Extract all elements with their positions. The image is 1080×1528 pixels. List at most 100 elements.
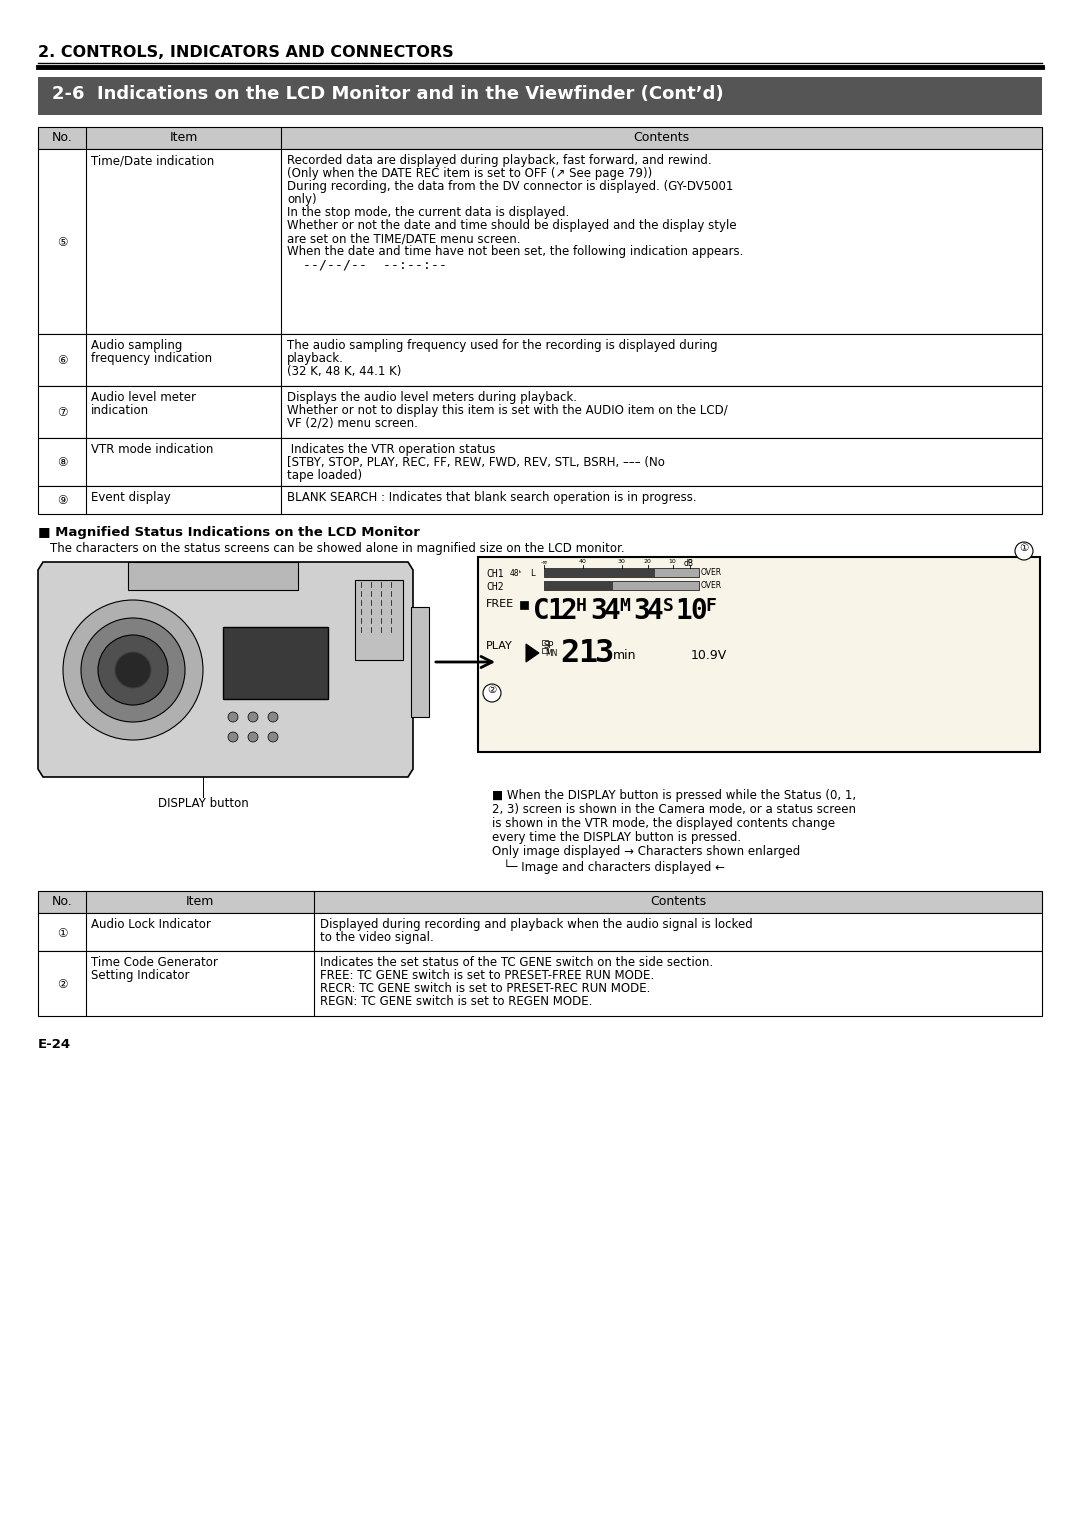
Text: 2: 2 <box>561 597 578 625</box>
Bar <box>38 335 1042 387</box>
Text: 10: 10 <box>669 559 676 564</box>
Text: OVER: OVER <box>701 581 723 590</box>
Text: Whether or not to display this item is set with the AUDIO item on the LCD/: Whether or not to display this item is s… <box>287 403 728 417</box>
Text: Displayed during recording and playback when the audio signal is locked: Displayed during recording and playback … <box>320 918 753 931</box>
Polygon shape <box>526 643 539 662</box>
Text: (Only when the DATE REC item is set to OFF (↗ See page 79)): (Only when the DATE REC item is set to O… <box>287 167 652 180</box>
Bar <box>38 127 1042 150</box>
Text: are set on the TIME/DATE menu screen.: are set on the TIME/DATE menu screen. <box>287 232 521 244</box>
Bar <box>355 581 403 660</box>
Bar <box>542 640 548 645</box>
Text: 2-6  Indications on the LCD Monitor and in the Viewfinder (Cont’d): 2-6 Indications on the LCD Monitor and i… <box>52 86 724 102</box>
Text: is shown in the VTR mode, the displayed contents change: is shown in the VTR mode, the displayed … <box>492 817 835 830</box>
Circle shape <box>63 601 203 740</box>
Text: REGN: TC GENE switch is set to REGEN MODE.: REGN: TC GENE switch is set to REGEN MOD… <box>320 995 592 1008</box>
Text: VTR mode indication: VTR mode indication <box>91 443 214 455</box>
Text: -∞: -∞ <box>540 559 548 564</box>
Text: Time Code Generator: Time Code Generator <box>91 957 218 969</box>
Text: playback.: playback. <box>287 351 343 365</box>
Text: ■ Magnified Status Indications on the LCD Monitor: ■ Magnified Status Indications on the LC… <box>38 526 420 539</box>
Text: ■ When the DISPLAY button is pressed while the Status (0, 1,: ■ When the DISPLAY button is pressed whi… <box>492 788 856 802</box>
Text: In the stop mode, the current data is displayed.: In the stop mode, the current data is di… <box>287 206 569 219</box>
Text: Item: Item <box>170 131 198 144</box>
Circle shape <box>248 712 258 723</box>
Text: [STBY, STOP, PLAY, REC, FF, REW, FWD, REV, STL, BSRH, ––– (No: [STBY, STOP, PLAY, REC, FF, REW, FWD, RE… <box>287 455 665 469</box>
Text: only): only) <box>287 193 316 206</box>
Text: FREE: FREE <box>486 599 514 610</box>
Bar <box>38 950 1042 1016</box>
Text: 2. CONTROLS, INDICATORS AND CONNECTORS: 2. CONTROLS, INDICATORS AND CONNECTORS <box>38 44 454 60</box>
Text: 0: 0 <box>688 559 691 564</box>
Text: E-24: E-24 <box>38 1038 71 1051</box>
Bar <box>542 648 548 652</box>
Text: L: L <box>530 568 535 578</box>
Bar <box>544 581 613 590</box>
Text: ①: ① <box>1020 542 1028 553</box>
Text: to the video signal.: to the video signal. <box>320 931 434 944</box>
Text: 3: 3 <box>595 639 615 669</box>
Text: M: M <box>619 597 630 614</box>
Text: 20: 20 <box>644 559 652 564</box>
Bar <box>38 439 1042 486</box>
Text: Audio sampling: Audio sampling <box>91 339 183 351</box>
Text: ⑦: ⑦ <box>57 406 67 419</box>
Text: Contents: Contents <box>650 895 706 908</box>
Text: 2, 3) screen is shown in the Camera mode, or a status screen: 2, 3) screen is shown in the Camera mode… <box>492 804 856 816</box>
Text: 3: 3 <box>633 597 650 625</box>
Text: 4: 4 <box>647 597 664 625</box>
Text: Recorded data are displayed during playback, fast forward, and rewind.: Recorded data are displayed during playb… <box>287 154 712 167</box>
Bar <box>519 601 528 610</box>
Bar <box>544 568 654 578</box>
Bar <box>38 486 1042 513</box>
Text: Indicates the VTR operation status: Indicates the VTR operation status <box>287 443 496 455</box>
Bar <box>222 626 328 698</box>
Polygon shape <box>38 562 413 778</box>
Text: dB: dB <box>684 559 694 568</box>
Text: --/--/--  --:--:--: --/--/-- --:--:-- <box>287 258 447 270</box>
Text: Audio level meter: Audio level meter <box>91 391 195 403</box>
Text: The audio sampling frequency used for the recording is displayed during: The audio sampling frequency used for th… <box>287 339 717 351</box>
Text: No.: No. <box>52 895 72 908</box>
Text: 0: 0 <box>690 597 706 625</box>
Text: S: S <box>663 597 674 614</box>
Text: 30: 30 <box>618 559 625 564</box>
Text: Setting Indicator: Setting Indicator <box>91 969 189 983</box>
Circle shape <box>268 732 278 743</box>
Text: OVER: OVER <box>701 568 723 578</box>
Text: Event display: Event display <box>91 490 171 504</box>
Text: ②: ② <box>487 685 497 695</box>
Text: ⑥: ⑥ <box>57 354 67 367</box>
Text: Indicates the set status of the TC GENE switch on the side section.: Indicates the set status of the TC GENE … <box>320 957 713 969</box>
Text: 1: 1 <box>546 597 564 625</box>
Text: MN: MN <box>545 649 557 659</box>
Text: 3: 3 <box>590 597 607 625</box>
Circle shape <box>114 652 151 688</box>
Bar <box>38 891 1042 914</box>
Text: F: F <box>705 597 716 614</box>
Text: VF (2/2) menu screen.: VF (2/2) menu screen. <box>287 417 418 429</box>
Text: ⑧: ⑧ <box>57 455 67 469</box>
Text: 10.9V: 10.9V <box>691 649 727 662</box>
Bar <box>129 562 298 590</box>
Bar <box>38 76 1042 115</box>
Text: Only image displayed → Characters shown enlarged: Only image displayed → Characters shown … <box>492 845 800 859</box>
Text: every time the DISPLAY button is pressed.: every time the DISPLAY button is pressed… <box>492 831 741 843</box>
Text: Whether or not the date and time should be displayed and the display style: Whether or not the date and time should … <box>287 219 737 232</box>
Text: CH2: CH2 <box>486 582 503 591</box>
Text: Audio Lock Indicator: Audio Lock Indicator <box>91 918 211 931</box>
Text: ⑨: ⑨ <box>57 494 67 507</box>
Text: 2: 2 <box>561 639 579 669</box>
Text: 1: 1 <box>578 639 597 669</box>
Bar <box>38 150 1042 335</box>
Bar <box>544 581 699 590</box>
Circle shape <box>81 617 185 723</box>
Text: min: min <box>613 649 636 662</box>
Circle shape <box>483 685 501 701</box>
Text: └─ Image and characters displayed ←: └─ Image and characters displayed ← <box>492 859 725 874</box>
Text: ②: ② <box>57 978 67 992</box>
Text: Time/Date indication: Time/Date indication <box>91 154 214 167</box>
Text: 40: 40 <box>579 559 586 564</box>
Text: frequency indication: frequency indication <box>91 351 212 365</box>
Text: indication: indication <box>91 403 149 417</box>
Text: During recording, the data from the DV connector is displayed. (GY-DV5001: During recording, the data from the DV c… <box>287 180 733 193</box>
